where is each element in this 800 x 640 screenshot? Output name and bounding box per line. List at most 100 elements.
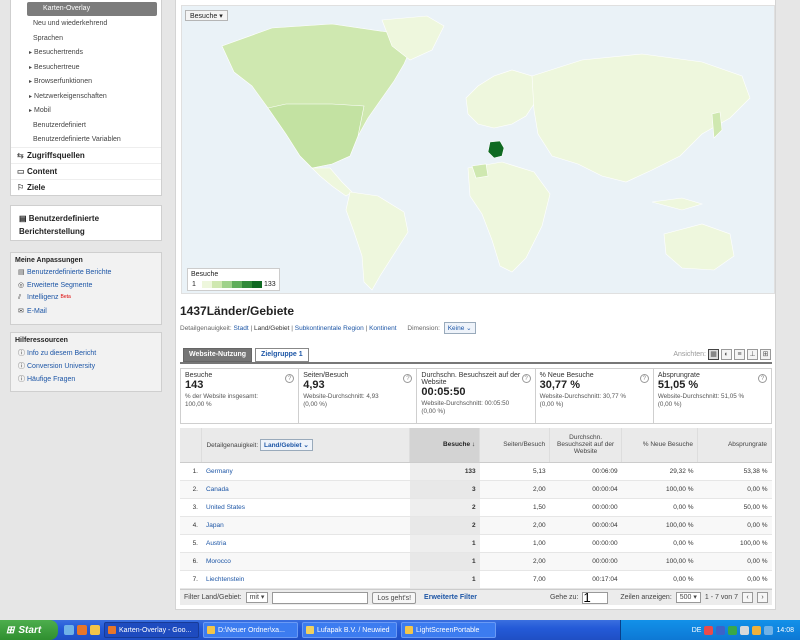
header-seiten-besuch[interactable]: Seiten/Besuch: [479, 428, 551, 463]
nav-item-karten-overlay[interactable]: Karten-Overlay: [27, 2, 157, 16]
header-absprungrate[interactable]: Absprungrate: [697, 428, 772, 463]
row-pages: 2,00: [479, 516, 550, 535]
system-tray: DE 14:08: [620, 620, 800, 640]
intelligence-link[interactable]: ⫽ Intelligenz Beta: [18, 294, 71, 301]
metric-sub: Website-Durchschnitt: 4,93 (0,00 %): [303, 393, 379, 408]
table-row: 1. Germany 133 5,13 00:06:09 29,32 % 53,38 %: [180, 462, 772, 481]
tab-zielgruppe[interactable]: Zielgruppe 1: [255, 348, 309, 362]
explorer-icon[interactable]: [90, 625, 100, 635]
nav-item-neu-wiederkehrend[interactable]: Neu und wiederkehrend: [33, 20, 108, 27]
tray-app-icon[interactable]: [704, 625, 714, 635]
detail-link-kontinent[interactable]: Kontinent: [369, 325, 397, 332]
greenland-shape: [381, 15, 445, 61]
asia-shape: [531, 53, 751, 183]
email-link[interactable]: ✉ E-Mail: [18, 308, 47, 315]
country-link[interactable]: Canada: [205, 485, 229, 493]
performance-view-icon[interactable]: ≡: [734, 349, 745, 360]
task-lufapak[interactable]: Lufapak B.V. / Neuwied: [302, 622, 397, 638]
nav-section-content[interactable]: ▭ Content: [11, 162, 161, 179]
email-icon: ✉: [18, 308, 24, 315]
content-icon: ▭: [17, 166, 25, 176]
filter-go-button[interactable]: Los geht's!: [372, 591, 417, 604]
help-question-icon[interactable]: ?: [403, 374, 413, 383]
nav-item-mobil[interactable]: Mobil: [11, 103, 161, 118]
help-faq-link[interactable]: ⓘ Häufige Fragen: [18, 376, 76, 383]
detail-link-stadt[interactable]: Stadt: [233, 325, 249, 332]
pie-view-icon[interactable]: ◐: [721, 349, 732, 360]
help-info-link[interactable]: ⓘ Info zu diesem Bericht: [18, 350, 97, 357]
help-question-icon[interactable]: ?: [285, 374, 295, 383]
central-america-shape: [311, 167, 353, 197]
tab-divider: [180, 362, 772, 364]
help-question-icon[interactable]: ?: [521, 374, 531, 383]
country-link[interactable]: Liechtenstein: [205, 575, 245, 583]
custom-reporting-link[interactable]: ▤ Benutzerdefinierte Berichterstellung: [10, 205, 162, 241]
metric-value: 51,05 %: [657, 379, 699, 391]
detail-link-subkontinent[interactable]: Subkontinentale Region: [294, 325, 364, 332]
help-question-icon[interactable]: ?: [758, 374, 768, 383]
tray-app-icon[interactable]: [740, 625, 750, 635]
help-conversion-link[interactable]: ⓘ Conversion University: [18, 363, 96, 370]
prev-page-icon[interactable]: ‹: [742, 592, 753, 603]
dropdown-arrow-icon: ▾: [219, 13, 223, 20]
show-desktop-icon[interactable]: [64, 625, 74, 635]
row-country: Canada: [201, 480, 410, 499]
country-link[interactable]: United States: [205, 503, 246, 511]
firefox-icon[interactable]: [77, 625, 87, 635]
nav-item-benutzerdefinierte-variablen[interactable]: Benutzerdefinierte Variablen: [33, 136, 121, 143]
volume-icon[interactable]: [764, 625, 774, 635]
tray-app-icon[interactable]: [716, 625, 726, 635]
rows-select[interactable]: 500 ▾: [675, 592, 701, 603]
task-folder[interactable]: D:\Neuer Ordner\xa...: [203, 622, 298, 638]
tray-app-icon[interactable]: [752, 625, 762, 635]
header-besuche[interactable]: Besuche ↓: [409, 428, 481, 463]
dimension-select[interactable]: Keine ⌄: [443, 322, 476, 334]
row-country: Austria: [201, 534, 410, 553]
nav-section-ziele[interactable]: ⚐ Ziele: [11, 178, 161, 195]
advanced-filter-link[interactable]: Erweiterte Filter: [424, 594, 477, 601]
nav-item-browserfunktionen[interactable]: Browserfunktionen: [11, 74, 161, 89]
language-indicator[interactable]: DE: [691, 626, 702, 634]
row-time: 00:00:04: [549, 480, 622, 499]
country-link[interactable]: Austria: [205, 539, 227, 547]
row-index: 6.: [180, 552, 202, 571]
header-neue-besuche[interactable]: % Neue Besuche: [621, 428, 698, 463]
nav-item-sprachen[interactable]: Sprachen: [33, 34, 63, 42]
detail-level-select[interactable]: Land/Gebiet ⌄: [259, 438, 313, 451]
next-page-icon[interactable]: ›: [757, 592, 768, 603]
pivot-view-icon[interactable]: ⊞: [760, 349, 771, 360]
report-title: 1437Länder/Gebiete: [180, 304, 295, 318]
custom-reports-link[interactable]: ▤ Benutzerdefinierte Berichte: [18, 269, 112, 276]
nav-item-benutzerdefiniert[interactable]: Benutzerdefiniert: [33, 121, 86, 129]
tray-app-icon[interactable]: [728, 625, 738, 635]
header-besuchszeit[interactable]: Durchschn. Besuchszeit auf der Website: [549, 428, 623, 463]
table-view-icon[interactable]: ▦: [708, 349, 719, 360]
nav-item-besuchertrends[interactable]: Besuchertrends: [11, 45, 161, 60]
country-link[interactable]: Germany: [205, 467, 233, 475]
nav-item-netzwerkeigenschaften[interactable]: Netzwerkeigenschaften: [11, 89, 161, 104]
nav-section-zugriffsquellen[interactable]: ⇆ Zugriffsquellen: [11, 146, 161, 163]
country-link[interactable]: Morocco: [205, 557, 231, 565]
comparison-view-icon[interactable]: ⊥: [747, 349, 758, 360]
quick-launch: [64, 625, 100, 635]
country-link[interactable]: Japan: [205, 521, 224, 529]
advanced-segments-link[interactable]: ◎ Erweiterte Segmente: [18, 282, 93, 289]
nav-item-besuchertreue[interactable]: Besuchertreue: [11, 60, 161, 75]
row-index: 4.: [180, 516, 202, 535]
start-button[interactable]: ⊞ Start: [0, 620, 58, 640]
task-lightscreen[interactable]: LightScreenPortable: [401, 622, 496, 638]
help-question-icon[interactable]: ?: [639, 374, 649, 383]
view-switcher: Ansichten: ▦ ◐ ≡ ⊥ ⊞: [673, 349, 771, 360]
filter-mode-select[interactable]: mit ▾: [245, 592, 269, 603]
detail-level-line: Detailgenauigkeit: Stadt | Land/Gebiet |…: [180, 322, 476, 334]
table-header-row: Detailgenauigkeit: Land/Gebiet ⌄ Besuche…: [180, 428, 772, 463]
world-map[interactable]: Besuche ▾ Besuche 1 133: [181, 5, 775, 294]
filter-input[interactable]: [272, 591, 369, 604]
row-visits: 1: [409, 534, 480, 553]
task-firefox[interactable]: Karten-Overlay - Goo...: [104, 622, 199, 638]
goto-input[interactable]: [582, 591, 609, 604]
map-metric-select[interactable]: Besuche ▾: [185, 10, 228, 21]
chart-icon: ⫽: [18, 294, 22, 301]
tab-website-nutzung[interactable]: Website-Nutzung: [183, 348, 253, 362]
row-country: Morocco: [201, 552, 410, 571]
